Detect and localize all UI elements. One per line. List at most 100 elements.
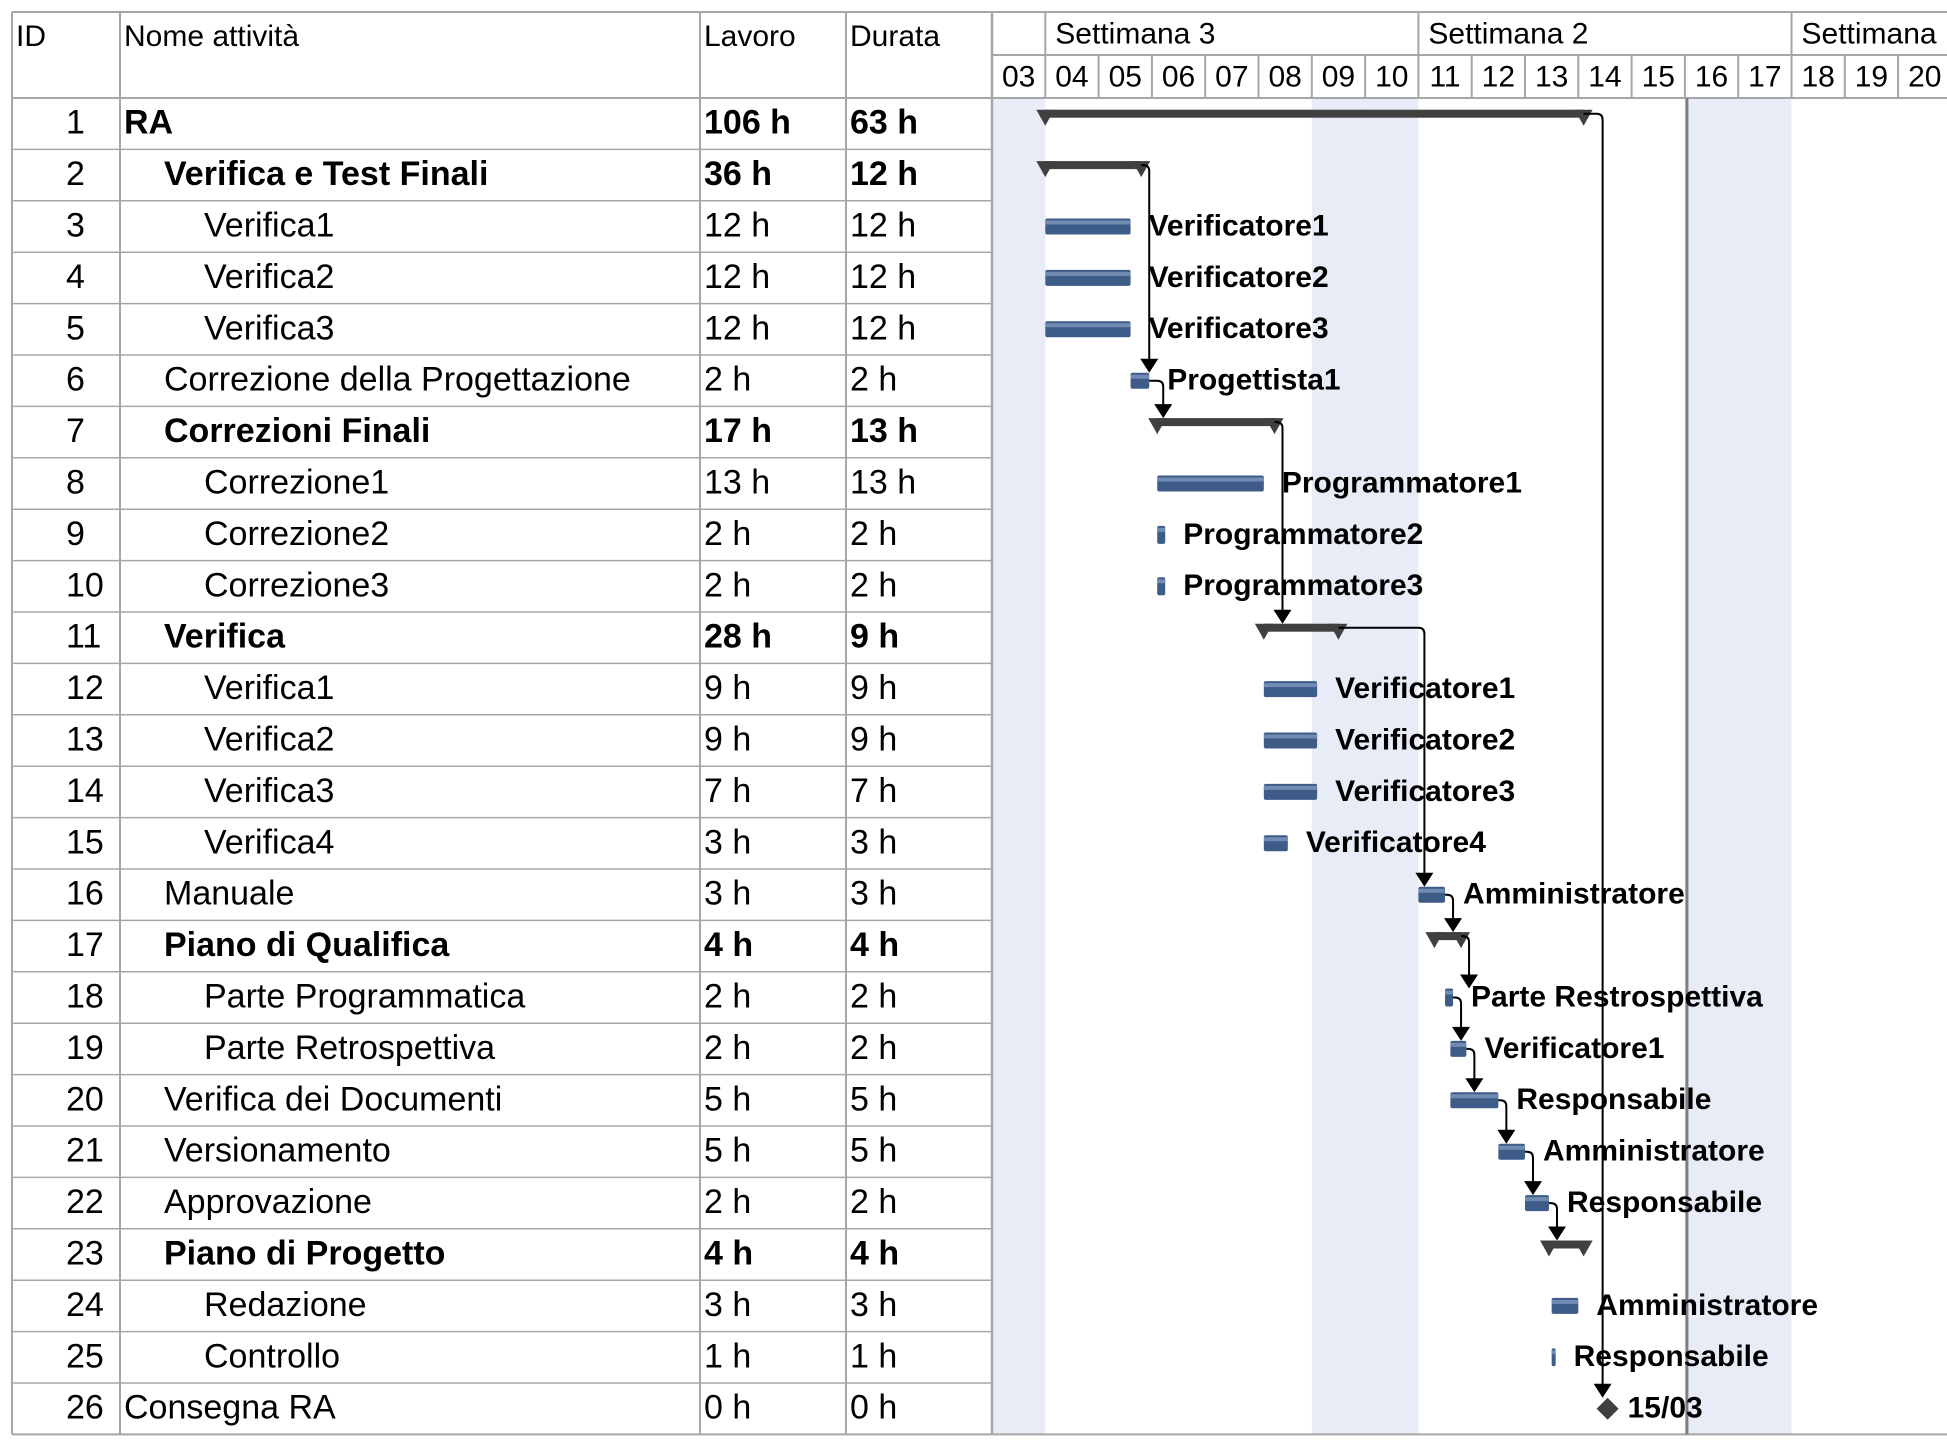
task-name: Verifica1: [204, 206, 334, 244]
task-row[interactable]: 10 Correzione3 2 h 2 h: [66, 566, 897, 604]
dependency-arrowhead: [1273, 609, 1292, 624]
task-name: RA: [124, 104, 173, 142]
task-row[interactable]: 23 Piano di Progetto 4 h 4 h: [66, 1234, 899, 1272]
task-name: Piano di Progetto: [164, 1234, 445, 1272]
day-header: 11: [1429, 60, 1460, 93]
task-row[interactable]: 25 Controllo 1 h 1 h: [66, 1337, 897, 1375]
task-name: Parte Programmatica: [204, 977, 525, 1015]
dependency-link: [1466, 1047, 1476, 1083]
resource-label: Verificatore3: [1335, 775, 1515, 808]
task-bar-highlight: [1450, 1042, 1467, 1047]
chart-background: [992, 98, 1792, 1435]
task-duration: 1 h: [850, 1337, 897, 1375]
task-work: 5 h: [704, 1132, 751, 1170]
day-header: 07: [1215, 60, 1248, 93]
task-work: 2 h: [704, 977, 751, 1015]
task-row[interactable]: 12 Verifica1 9 h 9 h: [66, 669, 897, 707]
task-row[interactable]: 24 Redazione 3 h 3 h: [66, 1286, 897, 1324]
dependency-arrowhead: [1415, 872, 1434, 887]
dependency-link: [1274, 421, 1284, 614]
task-duration: 5 h: [850, 1132, 897, 1170]
task-id: 1: [66, 104, 85, 142]
task-row[interactable]: 2 Verifica e Test Finali 36 h 12 h: [66, 155, 918, 193]
summary-bar: [1434, 932, 1462, 941]
resource-label: Progettista1: [1167, 364, 1340, 397]
resource-label: Verificatore2: [1335, 723, 1515, 756]
dependency-link: [1583, 112, 1604, 1388]
nonworking-day-shade: [1684, 98, 1739, 1435]
resource-label: Verificatore1: [1484, 1032, 1664, 1065]
resource-label: Verificatore1: [1335, 672, 1515, 705]
id-column-header: ID: [16, 20, 46, 53]
task-row[interactable]: 17 Piano di Qualifica 4 h 4 h: [66, 926, 899, 964]
task-row[interactable]: 13 Verifica2 9 h 9 h: [66, 720, 897, 758]
summary-bar-end-cap: [1574, 1240, 1593, 1257]
task-row[interactable]: 8 Correzione1 13 h 13 h: [66, 463, 916, 501]
dependency-link: [1149, 379, 1165, 409]
resource-label: Parte Restrospettiva: [1471, 980, 1763, 1013]
task-id: 24: [66, 1286, 104, 1324]
task-id: 5: [66, 309, 85, 347]
nonworking-day-shade: [992, 98, 1046, 1435]
task-row[interactable]: 5 Verifica3 12 h 12 h: [66, 309, 916, 347]
name-column-header: Nome attività: [124, 20, 299, 53]
task-bar-highlight: [1498, 1145, 1525, 1150]
dependency-link: [1525, 1150, 1534, 1186]
task-name: Redazione: [204, 1286, 367, 1324]
task-id: 16: [66, 875, 104, 913]
task-bar-highlight: [1130, 374, 1150, 379]
task-row[interactable]: 14 Verifica3 7 h 7 h: [66, 772, 897, 810]
task-name: Approvazione: [164, 1183, 372, 1221]
task-duration: 2 h: [850, 977, 897, 1015]
task-work: 2 h: [704, 515, 751, 553]
task-row[interactable]: 7 Correzioni Finali 17 h 13 h: [66, 412, 918, 450]
task-duration: 3 h: [850, 1286, 897, 1324]
task-row[interactable]: 3 Verifica1 12 h 12 h: [66, 206, 916, 244]
task-work: 3 h: [704, 875, 751, 913]
task-name: Verifica1: [204, 669, 334, 707]
task-row[interactable]: 18 Parte Programmatica 2 h 2 h: [66, 977, 897, 1015]
dependency-link: [1498, 1099, 1508, 1134]
nonworking-day-shade: [1738, 98, 1792, 1435]
day-header: 10: [1375, 60, 1408, 93]
task-duration: 2 h: [850, 361, 897, 399]
task-bar-highlight: [1418, 888, 1446, 893]
summary-bar-start-cap: [1036, 109, 1055, 126]
task-id: 11: [66, 618, 101, 656]
task-row[interactable]: 20 Verifica dei Documenti 5 h 5 h: [66, 1080, 897, 1118]
task-work: 17 h: [704, 412, 772, 450]
task-row[interactable]: 1 RA 106 h 63 h: [66, 104, 918, 142]
task-work: 1 h: [704, 1337, 751, 1375]
task-row[interactable]: 22 Approvazione 2 h 2 h: [66, 1183, 897, 1221]
task-row[interactable]: 9 Correzione2 2 h 2 h: [66, 515, 897, 553]
task-row[interactable]: 26 Consegna RA 0 h 0 h: [66, 1389, 897, 1427]
task-bar-highlight: [1551, 1350, 1556, 1355]
task-work: 4 h: [704, 926, 753, 964]
dependency-arrowhead: [1465, 1078, 1484, 1093]
duration-column-header: Durata: [850, 20, 940, 53]
header: ID Nome attività Lavoro Durata Settimana 3 Se…: [16, 17, 1941, 93]
task-row[interactable]: 15 Verifica4 3 h 3 h: [66, 823, 897, 861]
gantt-bars: [1036, 109, 1619, 1420]
task-id: 23: [66, 1234, 104, 1272]
task-row[interactable]: 19 Parte Retrospettiva 2 h 2 h: [66, 1029, 897, 1067]
task-row[interactable]: 6 Correzione della Progettazione 2 h 2 h: [66, 361, 897, 399]
task-duration: 5 h: [850, 1080, 897, 1118]
task-name: Parte Retrospettiva: [204, 1029, 495, 1067]
task-work: 106 h: [704, 104, 791, 142]
task-row[interactable]: 4 Verifica2 12 h 12 h: [66, 258, 916, 296]
task-row[interactable]: 16 Manuale 3 h 3 h: [66, 875, 897, 913]
task-row[interactable]: 11 Verifica 28 h 9 h: [66, 618, 899, 656]
task-id: 13: [66, 720, 104, 758]
task-duration: 12 h: [850, 258, 916, 296]
day-header: 06: [1162, 60, 1195, 93]
task-bar-highlight: [1445, 990, 1454, 995]
task-work: 36 h: [704, 155, 772, 193]
task-bar-highlight: [1157, 579, 1166, 584]
task-work: 12 h: [704, 309, 770, 347]
nonworking-day-shade: [1311, 98, 1366, 1435]
task-name: Controllo: [204, 1337, 340, 1375]
task-row[interactable]: 21 Versionamento 5 h 5 h: [66, 1132, 897, 1170]
resource-label: Responsabile: [1516, 1083, 1711, 1116]
